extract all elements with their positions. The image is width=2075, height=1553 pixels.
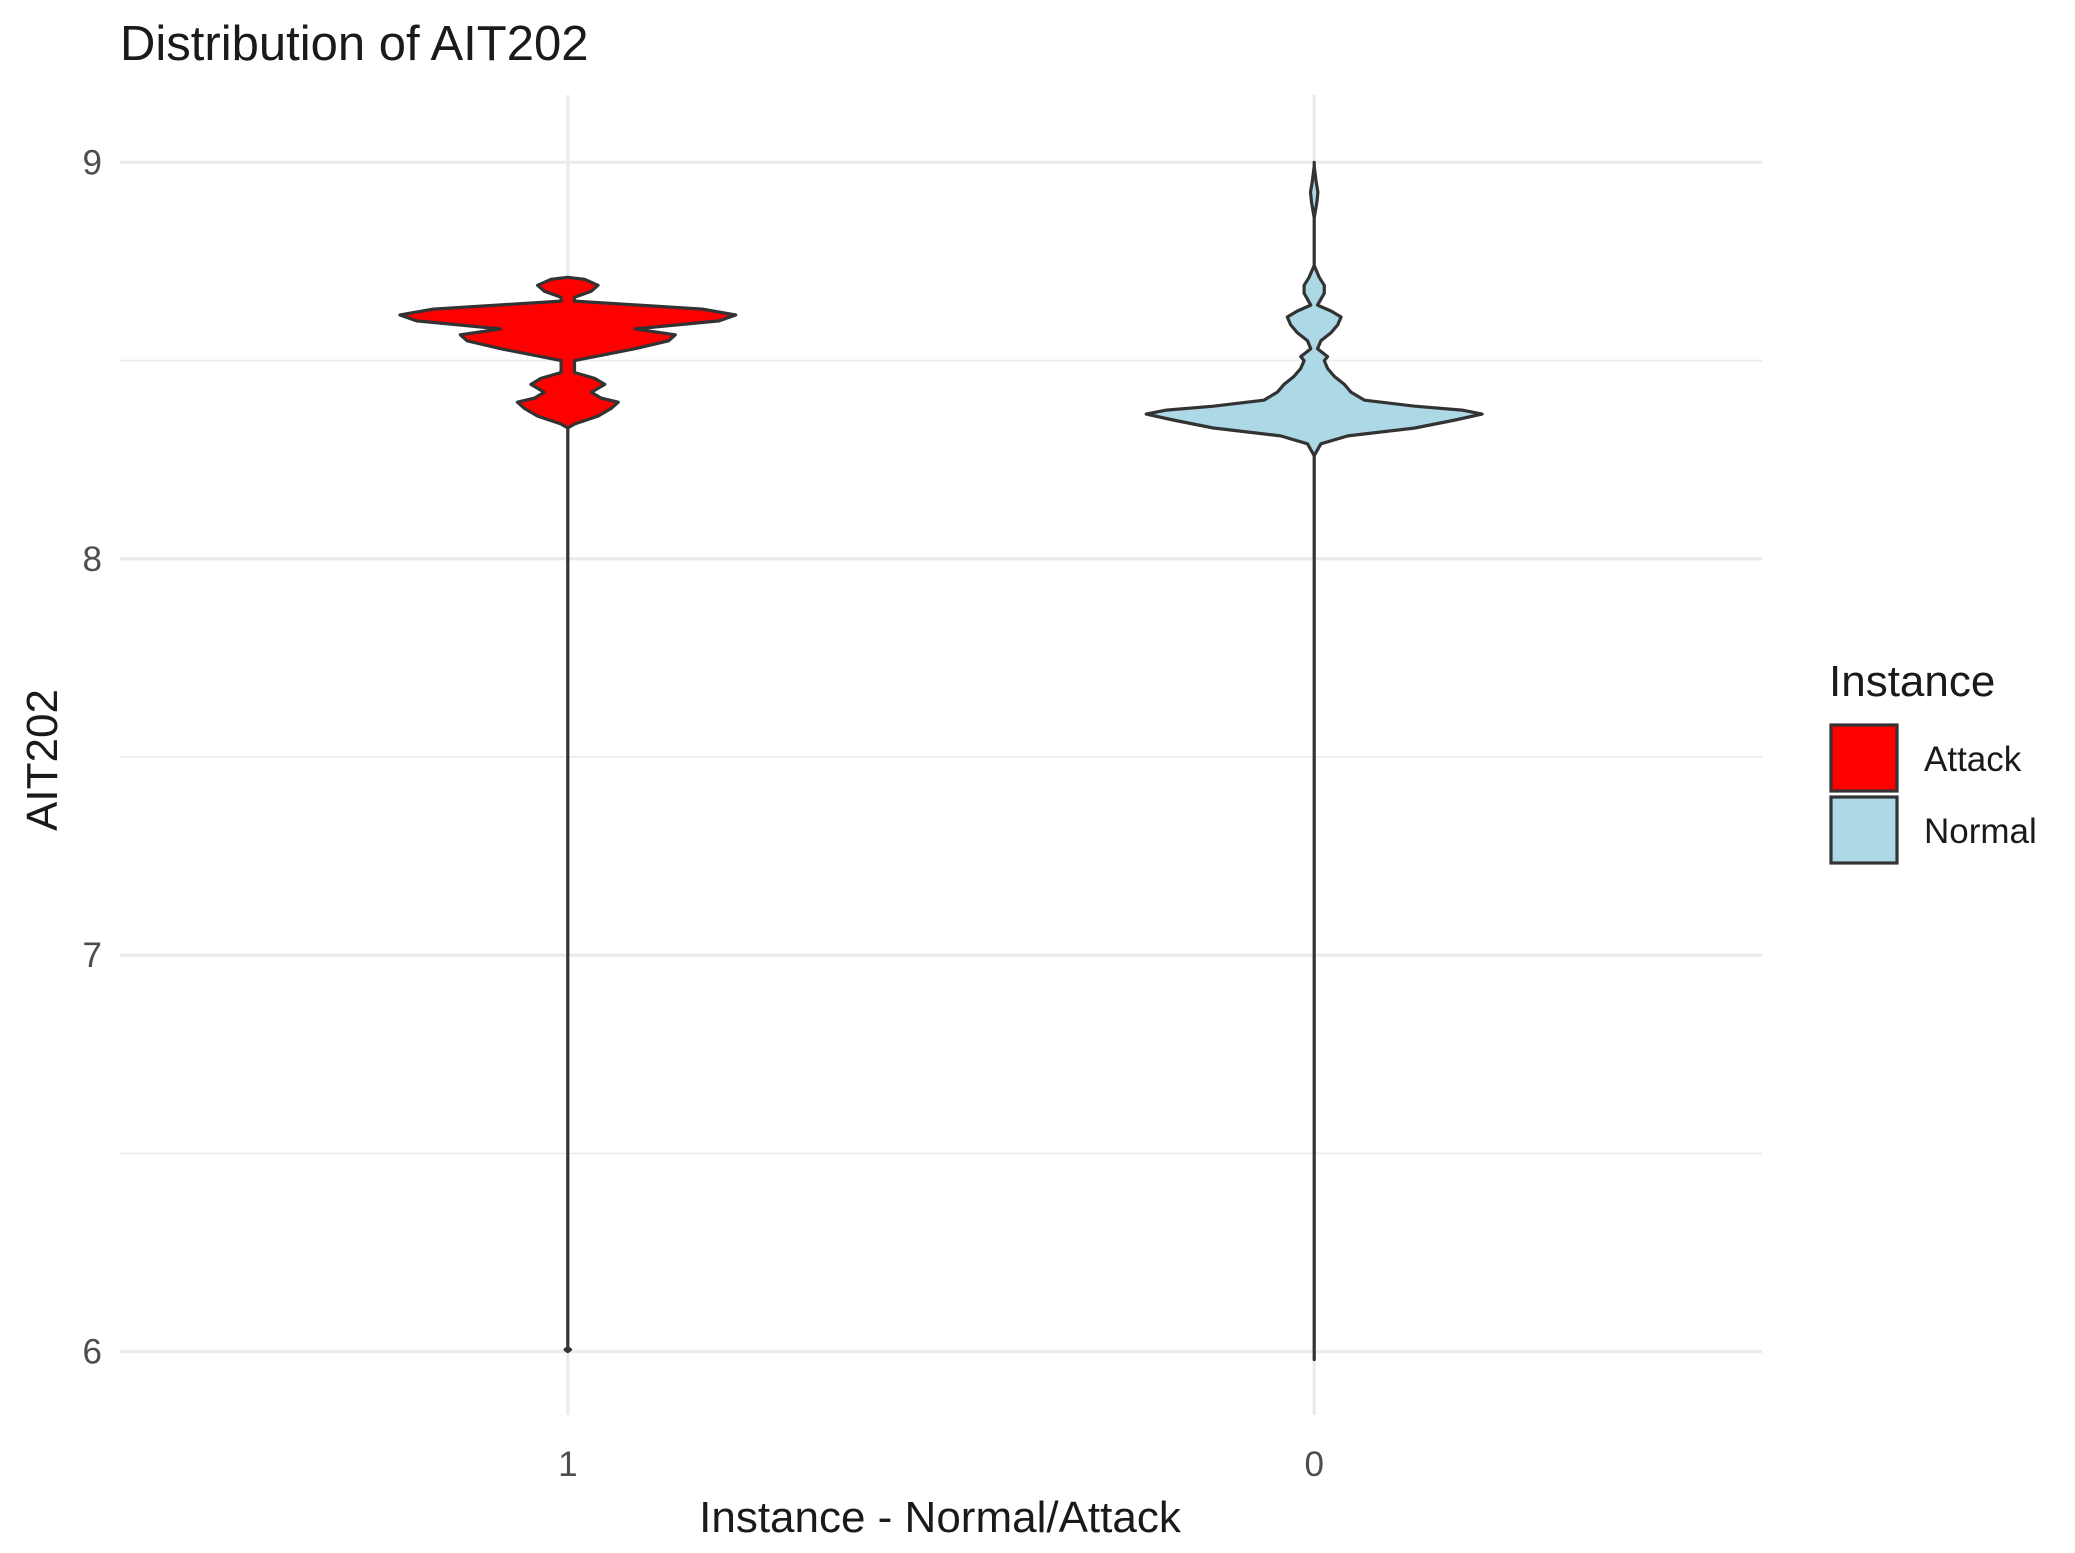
legend-label-attack: Attack: [1924, 740, 2022, 779]
x-tick-label: 1: [558, 1445, 577, 1484]
chart-title: Distribution of AIT202: [120, 17, 588, 71]
x-axis-title: Instance - Normal/Attack: [699, 1493, 1182, 1542]
y-tick-label: 7: [83, 936, 102, 975]
legend-key-attack: [1829, 723, 1899, 793]
plot-grid: [120, 95, 1762, 1415]
x-tick-label: 0: [1304, 1445, 1323, 1484]
y-tick-label: 6: [83, 1333, 102, 1372]
legend: Instance Attack Normal: [1829, 657, 2037, 865]
y-tick-label: 8: [83, 540, 102, 579]
violin-normal: [1144, 160, 1484, 1362]
legend-key-normal: [1829, 795, 1899, 865]
violins: [398, 160, 1484, 1362]
violin-attack: [398, 275, 738, 1354]
y-tick-label: 9: [83, 143, 102, 182]
y-axis-ticks: 6 7 8 9: [83, 143, 102, 1371]
legend-label-normal: Normal: [1924, 812, 2037, 851]
y-axis-title: AIT202: [18, 689, 67, 831]
legend-title: Instance: [1829, 657, 1995, 706]
